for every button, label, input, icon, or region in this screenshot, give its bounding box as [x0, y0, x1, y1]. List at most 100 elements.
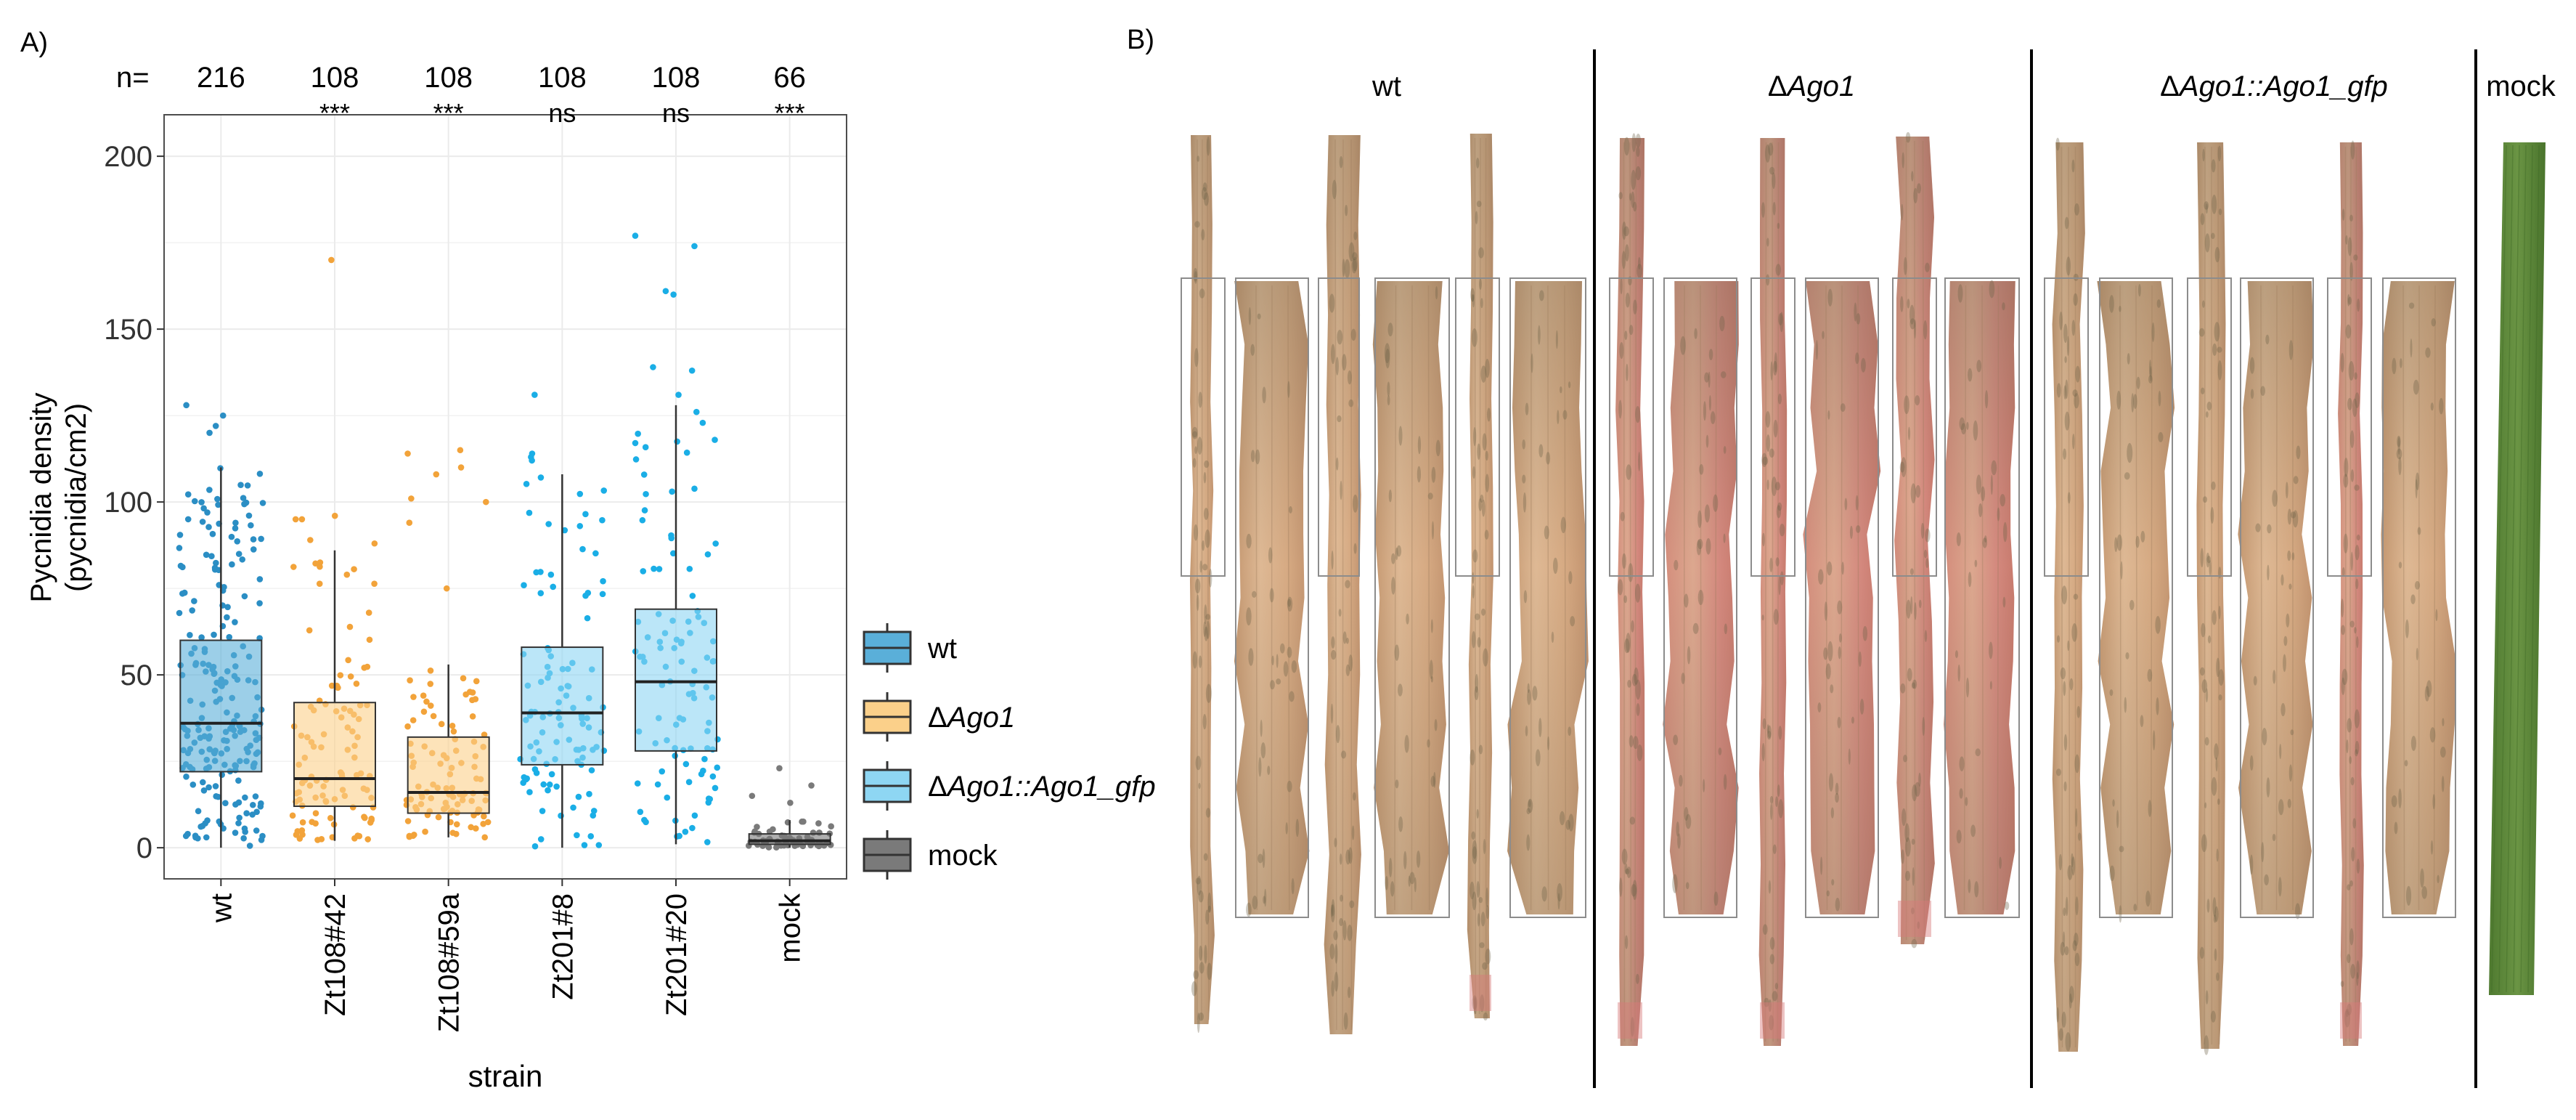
- data-point: [248, 522, 254, 529]
- leaf-vein: [1841, 285, 1843, 911]
- pycnidia-speck: [2211, 232, 2215, 240]
- pycnidia-speck: [1855, 525, 1861, 533]
- pycnidia-speck: [2356, 972, 2359, 986]
- data-point: [189, 781, 197, 788]
- pycnidia-speck: [2355, 749, 2358, 757]
- data-point: [691, 485, 698, 492]
- pycnidia-speck: [1837, 716, 1841, 729]
- pycnidia-speck: [1681, 673, 1685, 684]
- data-point: [366, 636, 373, 644]
- pycnidia-speck: [1331, 344, 1335, 365]
- pycnidia-speck: [2155, 616, 2161, 634]
- pycnidia-speck: [2064, 356, 2067, 363]
- data-point: [312, 820, 319, 827]
- pycnidia-speck: [1723, 533, 1726, 543]
- data-point: [800, 818, 807, 825]
- pycnidia-speck: [2205, 411, 2209, 418]
- zoom-region-frame: [2327, 277, 2372, 577]
- pycnidia-speck: [1774, 983, 1778, 990]
- data-point: [406, 833, 413, 840]
- pycnidia-speck: [2201, 834, 2207, 853]
- pycnidia-speck: [1330, 649, 1337, 660]
- pycnidia-speck: [1195, 877, 1201, 885]
- pycnidia-speck: [1778, 575, 1781, 596]
- pycnidia-speck: [1959, 417, 1965, 431]
- pycnidia-speck: [1761, 614, 1764, 621]
- pycnidia-speck: [1250, 344, 1255, 356]
- pycnidia-speck: [1830, 684, 1834, 694]
- pycnidia-speck: [1283, 661, 1289, 677]
- data-point: [427, 667, 434, 674]
- pycnidia-speck: [1478, 744, 1483, 755]
- pycnidia-speck: [2273, 670, 2276, 684]
- box-iqr: [748, 833, 831, 845]
- leaf-vein: [2344, 146, 2347, 1042]
- pycnidia-speck: [2352, 398, 2357, 418]
- pycnidia-speck: [2404, 760, 2408, 767]
- pycnidia-speck: [2410, 735, 2416, 751]
- pycnidia-speck: [1331, 904, 1334, 917]
- pycnidia-speck: [1708, 349, 1713, 360]
- outlier-point: [443, 585, 450, 592]
- data-point: [712, 540, 719, 547]
- pycnidia-speck: [1625, 868, 1630, 875]
- pycnidia-speck: [1522, 474, 1526, 484]
- data-point: [704, 551, 712, 558]
- data-point: [582, 511, 589, 518]
- pycnidia-speck: [1679, 774, 1683, 787]
- data-point: [203, 834, 210, 841]
- pycnidia-speck: [1472, 846, 1477, 864]
- pycnidia-speck: [1352, 252, 1358, 261]
- data-point: [256, 600, 263, 606]
- data-point: [368, 816, 375, 824]
- data-point: [191, 498, 198, 505]
- leaf-vein: [1772, 142, 1774, 1042]
- data-point: [691, 812, 698, 819]
- pycnidia-speck: [2125, 652, 2129, 660]
- zoom-region-frame: [2044, 277, 2089, 577]
- pycnidia-speck: [1348, 399, 1354, 407]
- pycnidia-speck: [1911, 838, 1915, 845]
- pycnidia-speck: [1713, 891, 1719, 906]
- data-point: [682, 828, 689, 835]
- pycnidia-speck: [1903, 754, 1907, 763]
- pycnidia-speck: [1620, 277, 1623, 295]
- pycnidia-speck: [2061, 1011, 2066, 1028]
- data-point: [579, 545, 586, 553]
- pycnidia-speck: [1433, 771, 1436, 788]
- pycnidia-speck: [1771, 476, 1777, 496]
- pycnidia-speck: [2296, 445, 2301, 460]
- leaf-vein: [1287, 285, 1290, 911]
- pycnidia-speck: [1831, 879, 1835, 886]
- data-point: [208, 553, 215, 559]
- pycnidia-speck: [2202, 148, 2205, 162]
- pycnidia-speck: [1636, 703, 1640, 716]
- pycnidia-speck: [2072, 940, 2077, 951]
- y-tick-label: 50: [121, 660, 153, 691]
- pycnidia-speck: [1385, 349, 1390, 369]
- outlier-point: [787, 799, 794, 806]
- pycnidia-speck: [2201, 679, 2208, 693]
- leaf-photo: [1467, 134, 1493, 1021]
- pycnidia-speck: [2350, 140, 2355, 160]
- leaf-shading: [1944, 281, 2015, 914]
- data-point: [290, 564, 297, 570]
- pycnidia-speck: [1631, 884, 1637, 897]
- data-point: [204, 509, 211, 516]
- pycnidia-speck: [2415, 479, 2418, 499]
- pycnidia-speck: [2341, 625, 2346, 636]
- pycnidia-speck: [1202, 564, 1208, 571]
- sample-size-label: 108: [538, 62, 587, 94]
- pycnidia-speck: [1629, 816, 1636, 825]
- pycnidia-speck: [1416, 850, 1421, 868]
- pycnidia-speck: [2350, 469, 2355, 482]
- pycnidia-speck: [2213, 914, 2217, 923]
- data-point: [205, 524, 212, 530]
- pycnidia-speck: [1772, 201, 1776, 216]
- pycnidia-speck: [2210, 1010, 2216, 1023]
- leaf-vein: [1547, 285, 1549, 911]
- pycnidia-speck: [1619, 342, 1624, 360]
- pycnidia-speck: [1984, 535, 1987, 543]
- pycnidia-speck: [1478, 247, 1484, 259]
- pycnidia-speck: [2391, 795, 2397, 808]
